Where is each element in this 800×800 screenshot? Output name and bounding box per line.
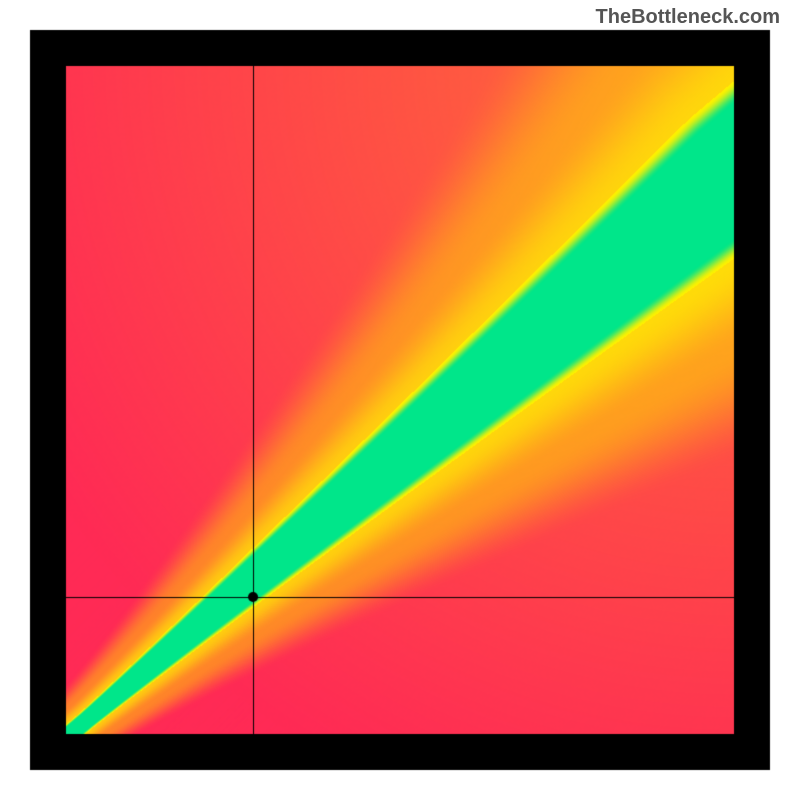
chart-container: TheBottleneck.com [0,0,800,800]
attribution-label: TheBottleneck.com [596,6,780,29]
heatmap-canvas [0,0,800,800]
